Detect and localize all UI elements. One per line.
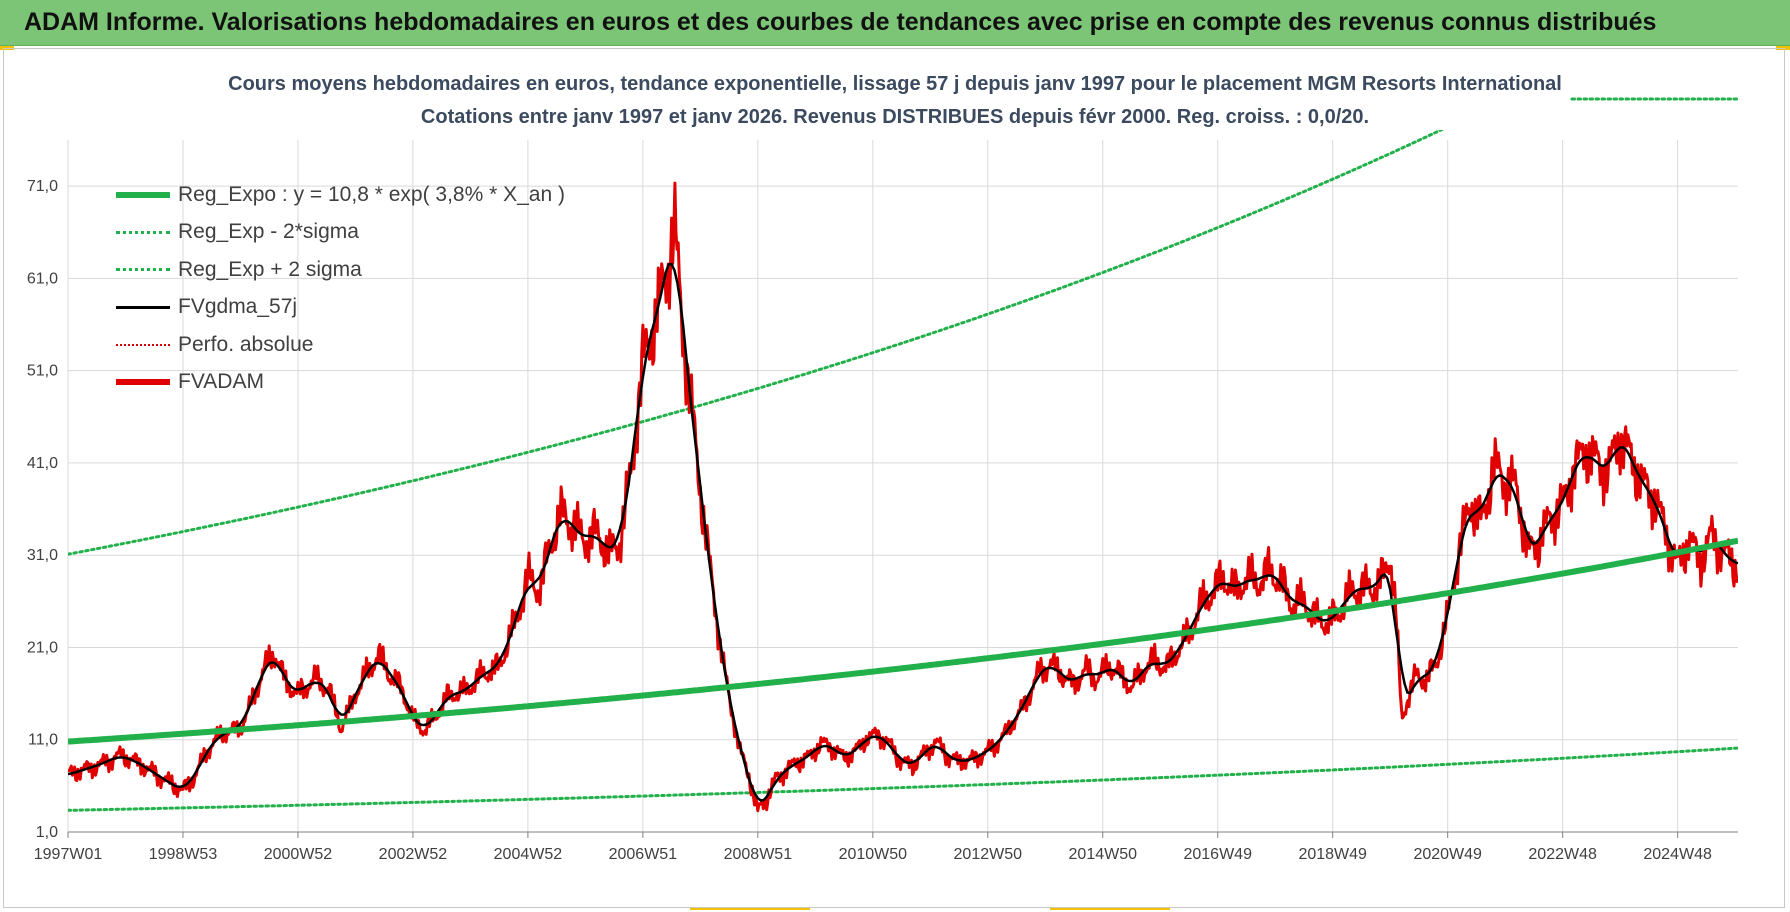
legend-item: Reg_Exp - 2*sigma <box>116 214 565 252</box>
y-tick-label: 21,0 <box>27 639 58 656</box>
legend-swatch <box>116 190 170 200</box>
axes: 1,0 11,0 21,0 31,0 41,0 51,0 61,0 71,0 1997W01 19… <box>27 97 1740 863</box>
legend-swatch <box>116 265 170 275</box>
y-tick-label: 71,0 <box>27 178 58 195</box>
legend-label: FVgdma_57j <box>178 295 298 319</box>
y-tick-label: 51,0 <box>27 363 58 380</box>
legend-swatch <box>116 302 170 312</box>
series-line-0 <box>68 537 1738 745</box>
report-banner: ADAM Informe. Valorisations hebdomadaire… <box>0 0 1790 46</box>
chart-title: Cours moyens hebdomadaires en euros, ten… <box>228 73 1562 95</box>
legend-label: Reg_Exp + 2 sigma <box>178 257 362 281</box>
y-tick-label: 41,0 <box>27 455 58 472</box>
series-line-3 <box>68 262 1738 802</box>
x-tick-label: 2008W51 <box>724 846 793 863</box>
chart-frame <box>3 48 1785 908</box>
x-tick-label: 2020W49 <box>1413 846 1482 863</box>
x-tick-label: 2012W50 <box>954 846 1023 863</box>
legend-item: FVgdma_57j <box>116 289 565 327</box>
x-tick-label: 2022W48 <box>1528 846 1597 863</box>
chart-subtitle: Cotations entre janv 1997 et janv 2026. … <box>420 106 1370 128</box>
y-tick-label: 1,0 <box>36 824 58 841</box>
bottom-accent-right <box>1050 908 1170 910</box>
legend-item: Perfo. absolue <box>116 326 565 364</box>
x-tick-label: 1997W01 <box>34 846 103 863</box>
x-tick-label: 2016W49 <box>1183 846 1252 863</box>
series-line-1 <box>68 746 1738 812</box>
y-tick-label: 61,0 <box>27 270 58 287</box>
legend-label: Reg_Exp - 2*sigma <box>178 220 359 244</box>
x-tick-label: 1998W53 <box>149 846 218 863</box>
legend-label: Perfo. absolue <box>178 332 314 356</box>
legend-label: Reg_Expo : y = 10,8 * exp( 3,8% * X_an ) <box>178 182 565 206</box>
bottom-accent-left <box>690 908 810 910</box>
x-tick-label: 2002W52 <box>379 846 448 863</box>
report-title: ADAM Informe. Valorisations hebdomadaire… <box>24 8 1657 36</box>
legend-swatch <box>116 227 170 237</box>
legend-item: FVADAM <box>116 364 565 402</box>
x-tick-label: 2006W51 <box>609 846 678 863</box>
x-tick-label: 2024W48 <box>1643 846 1712 863</box>
series-lines <box>68 130 1738 813</box>
legend-swatch <box>116 340 170 350</box>
series-line-2 <box>68 130 1445 556</box>
x-tick-label: 2014W50 <box>1069 846 1138 863</box>
x-tick-label: 2010W50 <box>839 846 908 863</box>
y-tick-label: 31,0 <box>27 547 58 564</box>
legend-swatch <box>116 377 170 387</box>
legend-item: Reg_Expo : y = 10,8 * exp( 3,8% * X_an ) <box>116 176 565 214</box>
legend-item: Reg_Exp + 2 sigma <box>116 251 565 289</box>
x-tick-label: 2004W52 <box>494 846 563 863</box>
grid-lines <box>67 140 1738 833</box>
x-tick-label: 2018W49 <box>1298 846 1367 863</box>
x-tick-label: 2000W52 <box>264 846 333 863</box>
chart-legend: Reg_Expo : y = 10,8 * exp( 3,8% * X_an )… <box>116 176 565 401</box>
y-tick-label: 11,0 <box>28 732 58 749</box>
legend-label: FVADAM <box>178 370 264 394</box>
